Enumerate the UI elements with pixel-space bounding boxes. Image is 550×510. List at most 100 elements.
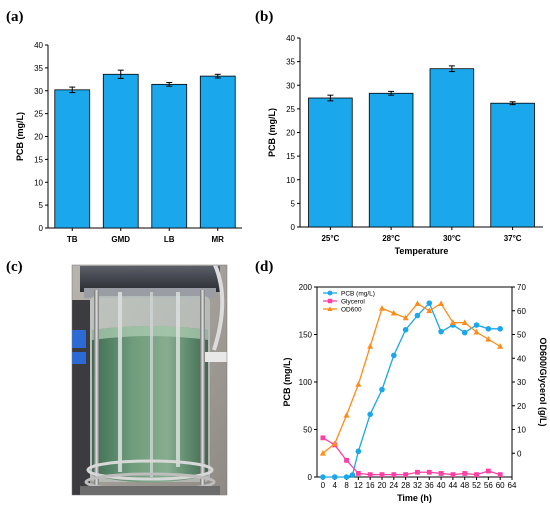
- point-square: [415, 469, 420, 475]
- series-line-square: [322, 437, 501, 476]
- point-square: [391, 472, 397, 478]
- x-axis-title: Time (h): [397, 493, 432, 503]
- x-tick-label: 0: [321, 481, 326, 490]
- legend-entry: OD600: [341, 306, 362, 313]
- point-square: [355, 471, 361, 476]
- legend-marker: [327, 298, 333, 304]
- y-tick-label: 0: [39, 224, 44, 233]
- y2-tick-label: 30: [517, 378, 526, 387]
- y-tick-label: 5: [39, 201, 44, 210]
- point-square: [379, 472, 385, 478]
- y-axis-title: PCB (mg/L): [267, 108, 277, 157]
- plot-frame: [316, 286, 513, 478]
- x-tick-label: 40: [437, 481, 446, 490]
- point-circle: [497, 326, 503, 332]
- point-triangle: [449, 319, 456, 326]
- point-square: [344, 457, 349, 463]
- point-square: [403, 472, 409, 478]
- series-line-triangle: [322, 302, 501, 454]
- bar-28°C: [368, 92, 414, 228]
- chart-b: 0 5 10 15 20 25 30 35 40 PCB (mg/L) 25°C 28°C 30°C 37…: [267, 34, 543, 256]
- y-tick-label: 15: [34, 155, 43, 164]
- y-tick-label: 20: [286, 129, 295, 138]
- y-tick-label: 15: [286, 152, 295, 161]
- y-tick-label: 30: [34, 87, 43, 96]
- point-square: [438, 471, 444, 476]
- point-circle: [414, 312, 421, 319]
- panel-label-d: (d): [255, 259, 273, 275]
- x-tick-label: 28°C: [382, 234, 400, 243]
- x-tick-label: 56: [484, 481, 493, 490]
- point-triangle: [331, 440, 338, 447]
- x-tick-label: 25°C: [321, 234, 339, 243]
- fermenter-photo: [71, 264, 228, 496]
- bar-MR: [199, 75, 236, 229]
- point-triangle: [319, 450, 326, 456]
- y-tick-label: 25: [286, 105, 295, 114]
- point-square: [320, 435, 326, 441]
- x-tick-label: 37°C: [504, 234, 522, 243]
- point-triangle: [473, 328, 480, 335]
- x-tick-label: 64: [508, 481, 517, 490]
- point-circle: [438, 328, 444, 335]
- y2-tick-label: 0: [517, 449, 522, 458]
- x-tick-label: TB: [67, 235, 78, 244]
- point-circle: [331, 474, 338, 480]
- bar-LB: [151, 83, 188, 229]
- y-axis-title: PCB (mg/L): [282, 358, 292, 407]
- y-tick-label: 20: [34, 133, 43, 142]
- x-tick-label: 60: [496, 481, 505, 490]
- bar-37°C: [490, 102, 535, 228]
- point-circle: [343, 474, 350, 480]
- bar-30°C: [429, 68, 475, 228]
- legend-entry: Glycerol: [341, 298, 365, 305]
- y-tick-label: 200: [299, 283, 313, 292]
- y2-tick-label: 50: [517, 331, 526, 340]
- point-triangle: [379, 305, 385, 311]
- y2-tick-label: 10: [517, 426, 526, 435]
- point-square: [497, 472, 503, 478]
- y2-tick-label: 40: [517, 354, 526, 363]
- y-tick-label: 30: [286, 81, 295, 90]
- point-circle: [402, 326, 409, 333]
- x-tick-label: 32: [413, 481, 422, 490]
- legend-marker: [327, 306, 333, 311]
- point-triangle: [367, 343, 374, 349]
- x-tick-label: 12: [354, 481, 363, 490]
- point-square: [450, 472, 456, 478]
- point-circle: [349, 472, 356, 478]
- point-circle: [355, 448, 362, 455]
- point-triangle: [390, 309, 397, 316]
- y-tick-label: 0: [291, 223, 296, 232]
- y-tick-label: 25: [34, 110, 43, 119]
- point-square: [485, 468, 491, 474]
- y-tick-label: 5: [291, 199, 296, 208]
- y2-axis-title: OD600/Glycerol (g/L): [538, 337, 548, 426]
- x-tick-label: 8: [344, 481, 349, 490]
- point-triangle: [414, 300, 421, 307]
- point-triangle: [438, 300, 445, 307]
- x-tick-label: 28: [401, 481, 410, 490]
- y-tick-label: 40: [34, 41, 43, 50]
- x-tick-label: 4: [333, 481, 338, 490]
- bar-GMD: [102, 73, 139, 229]
- point-circle: [473, 322, 480, 328]
- bar-TB: [54, 89, 91, 229]
- x-tick-label: 24: [389, 481, 398, 490]
- point-square: [462, 471, 468, 476]
- x-tick-label: LB: [164, 235, 175, 244]
- y2-tick-label: 20: [517, 402, 526, 411]
- x-tick-label: 44: [448, 481, 457, 490]
- x-tick-label: 16: [366, 481, 375, 490]
- point-circle: [485, 326, 492, 332]
- y-tick-label: 35: [34, 64, 43, 73]
- x-tick-label: 52: [472, 481, 481, 490]
- point-circle: [320, 474, 326, 480]
- y2-tick-label: 70: [517, 283, 526, 292]
- y-tick-label: 50: [303, 426, 312, 435]
- x-tick-label: GMD: [111, 235, 130, 244]
- point-triangle: [497, 343, 504, 349]
- y2-tick-label: 60: [517, 307, 526, 316]
